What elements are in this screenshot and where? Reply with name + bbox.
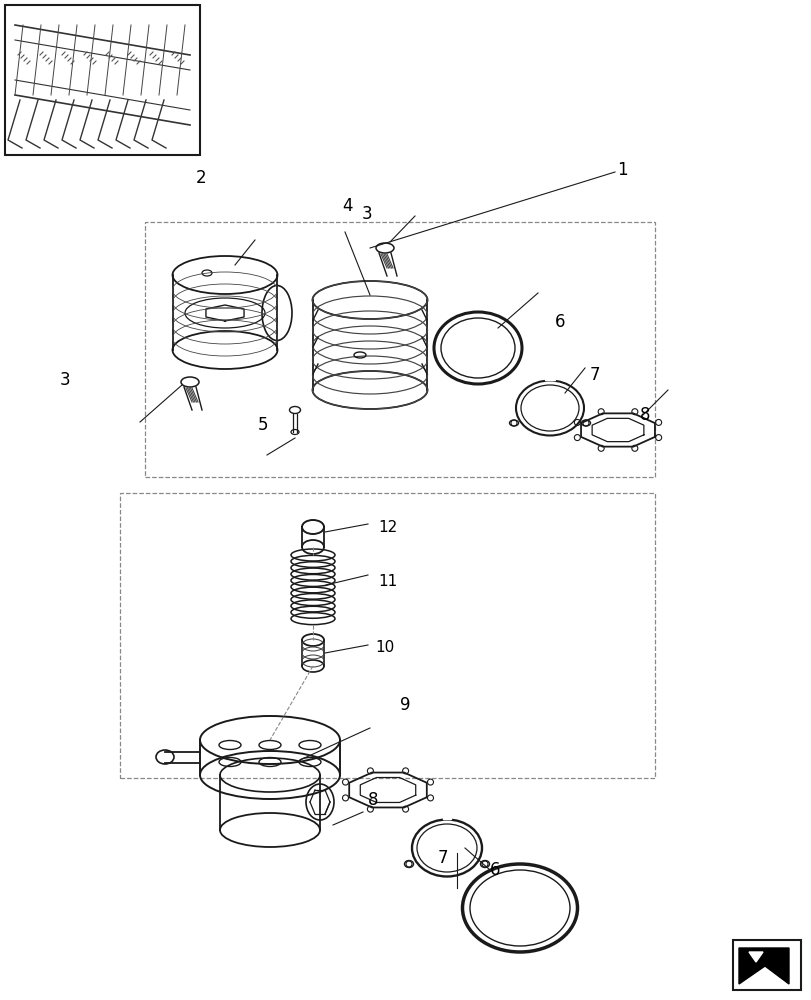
Text: 4: 4 bbox=[341, 197, 352, 215]
Polygon shape bbox=[738, 948, 788, 984]
Text: 3: 3 bbox=[362, 205, 372, 223]
Text: 6: 6 bbox=[554, 313, 564, 331]
Text: 12: 12 bbox=[378, 520, 397, 534]
Text: 11: 11 bbox=[378, 574, 397, 589]
Text: 6: 6 bbox=[489, 861, 500, 879]
Bar bbox=[732, 940, 800, 990]
Bar bbox=[145, 222, 654, 477]
Text: 7: 7 bbox=[590, 366, 600, 384]
Polygon shape bbox=[443, 813, 450, 819]
Text: 7: 7 bbox=[437, 849, 448, 867]
Bar bbox=[120, 493, 654, 778]
Bar bbox=[5, 5, 200, 155]
Polygon shape bbox=[544, 374, 554, 380]
Text: 9: 9 bbox=[400, 696, 410, 714]
Polygon shape bbox=[748, 952, 762, 962]
Text: 5: 5 bbox=[258, 416, 268, 434]
Text: 8: 8 bbox=[367, 791, 378, 809]
Text: 2: 2 bbox=[195, 169, 206, 187]
Text: 1: 1 bbox=[616, 161, 627, 179]
Text: 3: 3 bbox=[60, 371, 71, 389]
Text: 10: 10 bbox=[375, 640, 394, 654]
Text: 8: 8 bbox=[639, 406, 650, 424]
